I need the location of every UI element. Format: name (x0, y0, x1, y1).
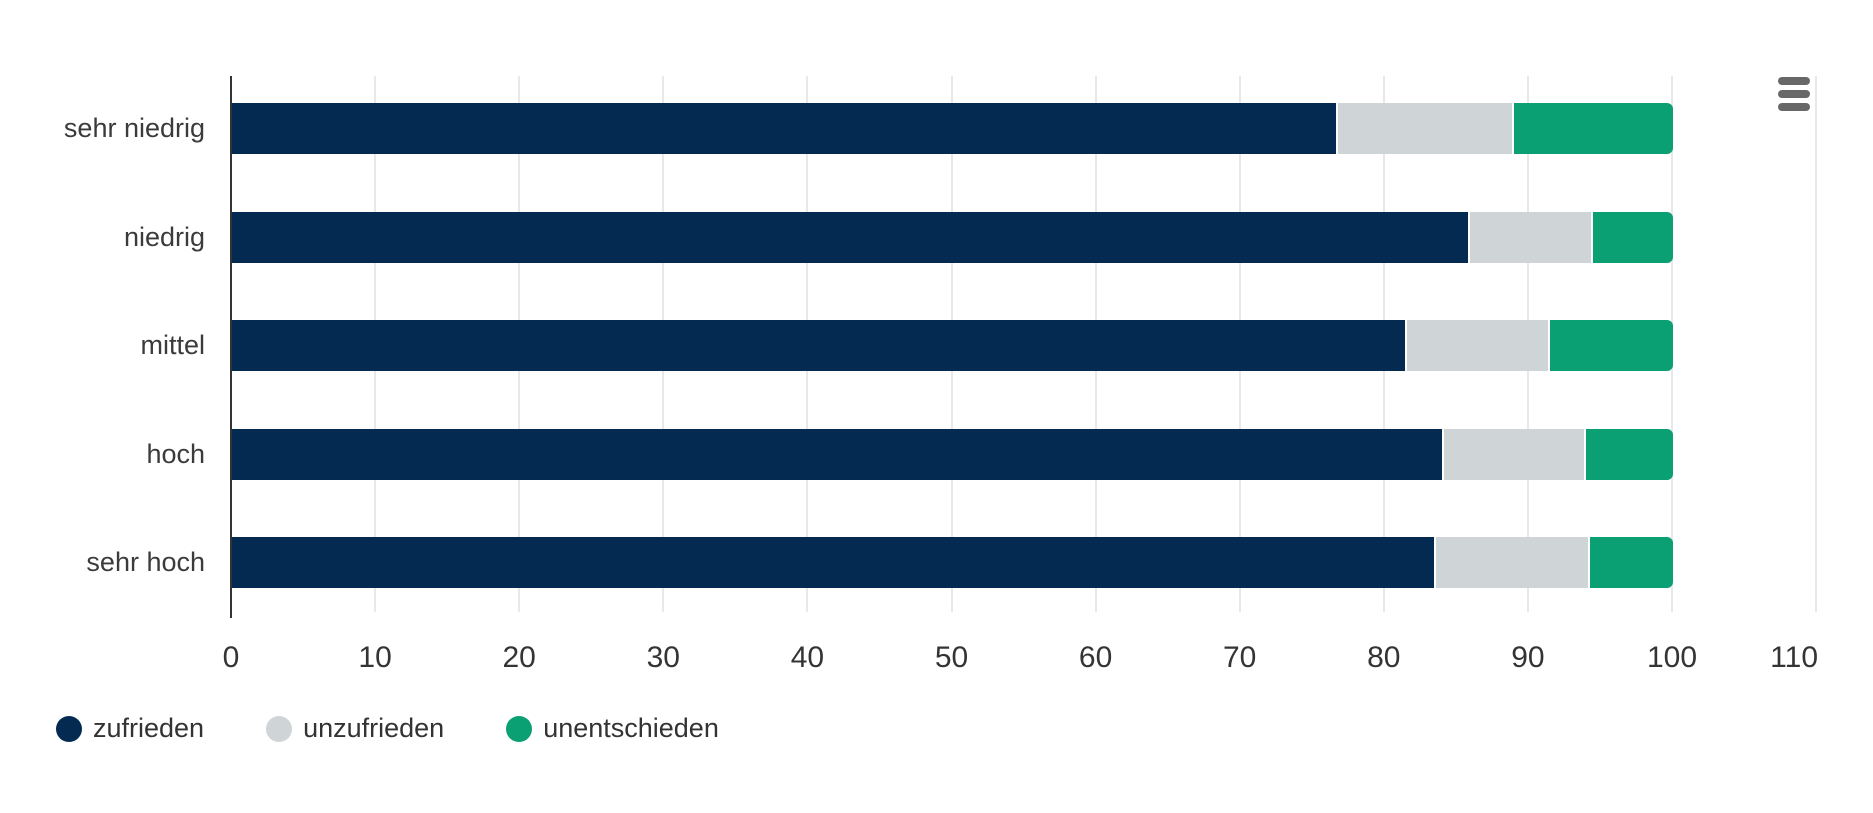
bar-segment-unentschieden[interactable] (1583, 428, 1673, 480)
x-axis-tick-label: 60 (1078, 641, 1113, 674)
y-axis-line (230, 76, 232, 618)
legend-item-unentschieden[interactable]: unentschieden (506, 713, 719, 744)
x-axis-tick-label: 10 (358, 641, 392, 674)
chart-menu-button[interactable] (1772, 72, 1816, 116)
bar-segment-unzufrieden[interactable] (1433, 537, 1588, 588)
legend-item-zufrieden[interactable]: zufrieden (56, 713, 204, 744)
bar-row (232, 428, 1673, 480)
legend-label: unentschieden (543, 713, 719, 743)
legend-label: unzufrieden (303, 713, 445, 743)
bar-segment-zufrieden[interactable] (232, 320, 1405, 371)
category-label: mittel (140, 330, 205, 360)
x-axis-tick-label: 40 (790, 641, 825, 674)
bar-segment-zufrieden[interactable] (232, 428, 1443, 480)
x-axis-tick-label: 0 (222, 641, 240, 674)
bar-segment-unzufrieden[interactable] (1442, 428, 1584, 480)
plot-area (230, 76, 1821, 618)
x-axis-tick-label: 30 (646, 641, 680, 674)
category-label: sehr niedrig (63, 113, 205, 143)
category-label: hoch (146, 438, 205, 469)
legend-swatch-icon (266, 715, 293, 742)
bar-row (232, 320, 1673, 371)
category-label: niedrig (123, 221, 205, 252)
bar-row (232, 537, 1673, 588)
x-axis-tick-label: 80 (1367, 641, 1401, 674)
bar-segment-unzufrieden[interactable] (1335, 103, 1512, 154)
x-axis-tick-label: 90 (1511, 641, 1545, 674)
bar-segment-unentschieden[interactable] (1587, 537, 1673, 588)
bar-row (232, 103, 1673, 154)
x-axis-tick-label: 110 (1770, 641, 1818, 674)
bar-segment-unentschieden[interactable] (1511, 103, 1673, 154)
bar-row (232, 211, 1673, 263)
hamburger-menu-icon (1778, 77, 1810, 111)
bar-segment-zufrieden[interactable] (232, 211, 1469, 263)
legend: zufrieden unzufrieden unentschieden (56, 713, 719, 744)
bar-segment-unzufrieden[interactable] (1404, 320, 1548, 371)
legend-label: zufrieden (93, 713, 205, 743)
bar-segment-unentschieden[interactable] (1547, 320, 1673, 371)
legend-swatch-icon (506, 715, 533, 742)
bar-segment-unentschieden[interactable] (1590, 211, 1673, 263)
x-axis-tick-label: 100 (1646, 641, 1698, 674)
category-label: sehr hoch (86, 547, 205, 577)
x-axis-tick-label: 20 (502, 641, 536, 674)
bar-segment-unzufrieden[interactable] (1468, 211, 1591, 263)
x-axis-tick-label: 50 (934, 641, 969, 674)
bar-segment-zufrieden[interactable] (232, 103, 1336, 154)
x-axis-tick-label: 70 (1223, 641, 1257, 674)
legend-swatch-icon (56, 715, 82, 742)
legend-item-unzufrieden[interactable]: unzufrieden (266, 713, 444, 744)
gridline (1815, 76, 1818, 612)
bar-segment-zufrieden[interactable] (232, 537, 1434, 588)
